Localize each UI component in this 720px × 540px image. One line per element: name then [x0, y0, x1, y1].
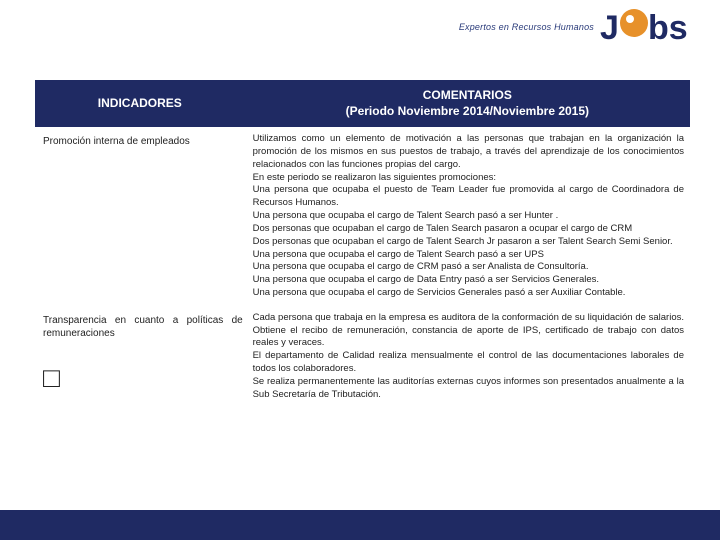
- brand-tagline: Expertos en Recursos Humanos: [459, 22, 594, 32]
- indicators-table: INDICADORES COMENTARIOS (Periodo Noviemb…: [35, 80, 690, 407]
- brand-logo: Expertos en Recursos Humanos J bs: [459, 3, 710, 51]
- svg-text:J: J: [600, 9, 619, 47]
- cell-comentario-0: Utilizamos como un elemento de motivació…: [245, 127, 690, 306]
- th-indicadores-label: INDICADORES: [98, 96, 182, 110]
- footer-band: [0, 510, 720, 540]
- th-comentarios: COMENTARIOS (Periodo Noviembre 2014/Novi…: [245, 80, 690, 127]
- table-row: Transparencia en cuanto a políticas de r…: [35, 306, 690, 408]
- cell-indicador-0: Promoción interna de empleados: [35, 127, 245, 306]
- content-table-wrap: INDICADORES COMENTARIOS (Periodo Noviemb…: [35, 80, 690, 407]
- th-comentarios-line2: (Periodo Noviembre 2014/Noviembre 2015): [346, 104, 589, 118]
- header-bar: Expertos en Recursos Humanos J bs: [0, 0, 720, 55]
- th-comentarios-line1: COMENTARIOS: [423, 88, 512, 102]
- th-indicadores: INDICADORES: [35, 80, 245, 127]
- cell-comentario-1: Cada persona que trabaja en la empresa e…: [245, 306, 690, 408]
- brand-mark: J bs: [600, 3, 710, 51]
- cell-indicador-1: Transparencia en cuanto a políticas de r…: [35, 306, 245, 408]
- table-row: Promoción interna de empleados Utilizamo…: [35, 127, 690, 306]
- svg-text:bs: bs: [648, 9, 688, 47]
